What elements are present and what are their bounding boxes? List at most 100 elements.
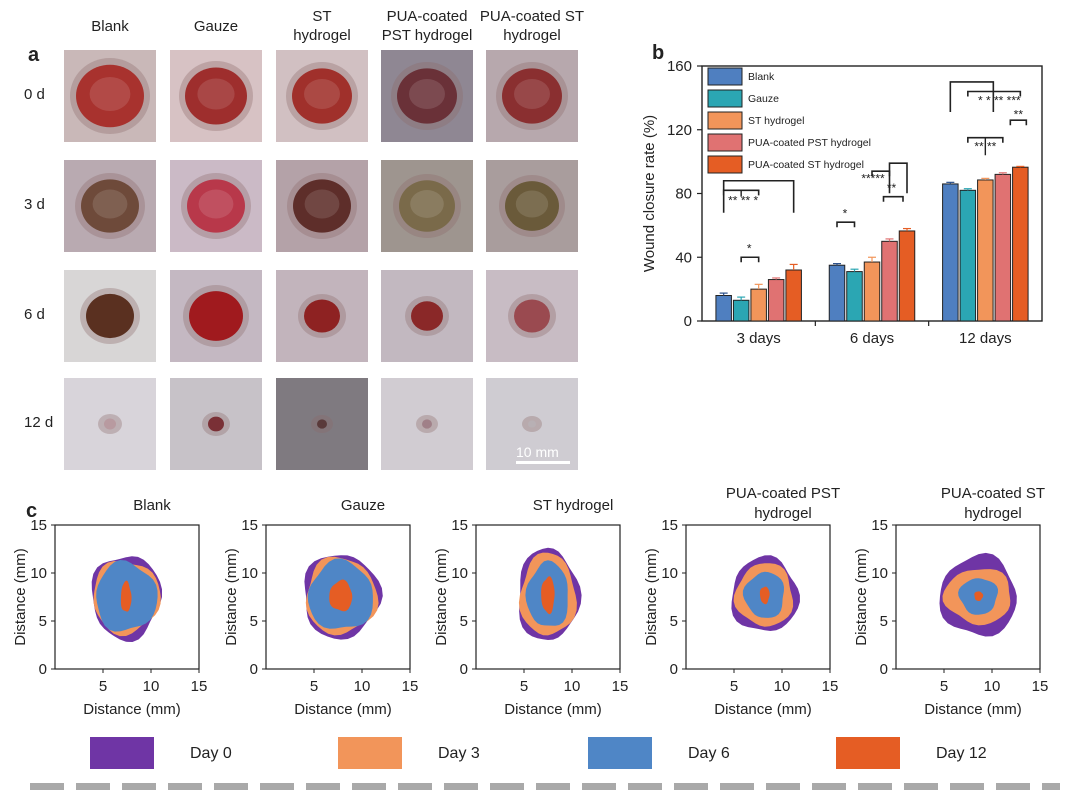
wound-photo (486, 378, 578, 470)
significance-label: ** ** (974, 139, 996, 153)
legend-swatch (588, 737, 652, 769)
bar (1012, 166, 1029, 322)
wound-photo (64, 50, 156, 142)
legend-swatch (707, 67, 743, 86)
photo-row-header: 12 d (24, 414, 54, 431)
y-tick-label: 5 (880, 613, 888, 630)
x-axis-label: Distance (mm) (83, 701, 181, 718)
photo-column-header: PUA-coated PST hydrogel (372, 7, 482, 45)
scale-bar: 10 mm (516, 444, 576, 464)
wound-photo (170, 378, 262, 470)
wound-photo (486, 50, 578, 142)
y-axis-label: Wound closure rate (%) (641, 115, 658, 272)
scale-bar-line (516, 461, 570, 464)
closure-rate-bar-chart: 0 40 80 120 160 Wound closure rate (%) 3 days 6… (641, 58, 1043, 347)
significance-label: * * ** *** (978, 93, 1021, 107)
y-axis-label: Distance (mm) (853, 548, 870, 646)
photo-column-header-line: hydrogel (503, 27, 561, 44)
bracket (836, 221, 856, 228)
legend-label: PUA-coated ST hydrogel (748, 159, 864, 171)
x-tick-label: 10 (354, 678, 371, 695)
trace-plot-frame (54, 524, 200, 670)
photo-column-header: Blank (55, 17, 165, 36)
trace-plot-title: Blank (133, 497, 171, 514)
wound-trace-day-12 (974, 591, 984, 601)
photo-column-header: Gauze (161, 17, 271, 36)
photo-column-header-line: Blank (91, 18, 129, 35)
x-tick-label: 15 (1032, 678, 1049, 695)
wound-photo (64, 270, 156, 362)
significance-label: ** (887, 181, 897, 195)
y-tick-label: 10 (451, 565, 468, 582)
legend-label: Day 3 (438, 745, 480, 762)
x-tick-label: 10 (564, 678, 581, 695)
photo-column-header: PUA-coated ST hydrogel (477, 7, 587, 45)
legend-swatch (707, 155, 743, 174)
panel-c-letter: c (26, 500, 38, 522)
bracket (882, 195, 904, 202)
trace-plot-title: hydrogel (964, 505, 1022, 522)
y-tick-label: 0 (670, 661, 678, 678)
y-axis-label: Distance (mm) (223, 548, 240, 646)
bracket (722, 179, 795, 213)
bracket (888, 162, 908, 194)
x-tick-label: 5 (310, 678, 318, 695)
x-tick-label: 10 (774, 678, 791, 695)
bracket (949, 81, 995, 112)
y-tick-label: 5 (39, 613, 47, 630)
bar-legend: Blank Gauze ST hydrogel PUA-coated PST hydr… (707, 67, 871, 174)
photo-row-header: 0 d (24, 86, 45, 103)
x-tick-label: 5 (940, 678, 948, 695)
bar (881, 240, 898, 322)
photo-column-header: ST hydrogel (267, 7, 377, 45)
trace-plot-frame (895, 524, 1041, 670)
bar (732, 299, 750, 322)
bar (846, 271, 863, 322)
trace-plot-frame (265, 524, 411, 670)
x-tick-label: 15 (612, 678, 629, 695)
trace-plot-frame (685, 524, 831, 670)
x-axis-label: Distance (mm) (294, 701, 392, 718)
bar (942, 183, 959, 322)
dashed-divider (30, 783, 1060, 790)
bracket (740, 256, 760, 263)
trace-plot-title: ST hydrogel (533, 497, 614, 514)
bar (785, 269, 802, 322)
bracket (967, 90, 1022, 97)
significance-label: ** (1014, 108, 1024, 122)
wound-photo (486, 160, 578, 252)
wound-photo (276, 50, 368, 142)
x-axis-label: Distance (mm) (714, 701, 812, 718)
y-tick-label: 120 (667, 122, 692, 139)
significance-label: * (843, 206, 848, 220)
y-tick-label: 10 (871, 565, 888, 582)
trace-plot-title: hydrogel (754, 505, 812, 522)
y-tick-label: 15 (30, 517, 47, 534)
y-tick-label: 15 (451, 517, 468, 534)
bar (898, 230, 916, 322)
significance-label: ** ** * (728, 194, 758, 208)
photo-row-header: 3 d (24, 196, 45, 213)
y-axis-label: Distance (mm) (433, 548, 450, 646)
trace-plot-title: Gauze (341, 497, 385, 514)
legend-swatch (90, 737, 154, 769)
y-tick-label: 10 (241, 565, 258, 582)
panel-a-letter: a (28, 44, 40, 66)
bar (863, 261, 881, 322)
trace-plot-title: PUA-coated PST (726, 485, 840, 502)
legend-label: Blank (748, 71, 775, 83)
bar (750, 288, 767, 322)
significance-label: * (747, 241, 752, 255)
wound-photo (170, 160, 262, 252)
wound-trace-day-12 (329, 579, 353, 612)
x-tick-label: 15 (822, 678, 839, 695)
scale-bar-label: 10 mm (516, 444, 559, 460)
y-axis-label: Distance (mm) (12, 548, 29, 646)
significance-label: ***** (861, 171, 885, 185)
y-tick-label: 15 (871, 517, 888, 534)
